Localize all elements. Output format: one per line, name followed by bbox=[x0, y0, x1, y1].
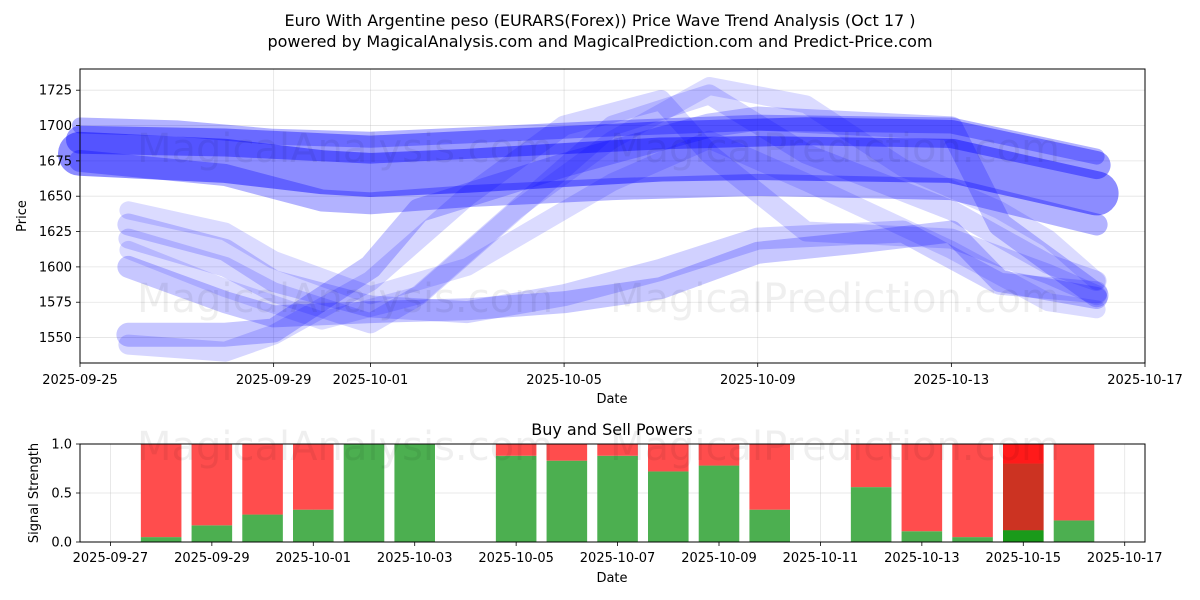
price-y-tick-label-1: 1575 bbox=[39, 296, 72, 311]
price-wave-series-8 bbox=[118, 90, 1107, 362]
price-wave-series-2 bbox=[69, 149, 1108, 236]
sell-bar-6 bbox=[495, 444, 537, 456]
signal-panel-border bbox=[79, 443, 1146, 543]
watermark-analysis-bottom: MagicalAnalysis.com bbox=[137, 424, 553, 470]
sell-bar-14 bbox=[952, 444, 993, 538]
price-y-tick-label-6: 1700 bbox=[39, 119, 72, 134]
sell-bar-2 bbox=[242, 444, 283, 515]
signal-y-axis-label: Signal Strength bbox=[27, 443, 42, 543]
price-wave-series-6 bbox=[117, 213, 1108, 324]
buy-bar-4 bbox=[343, 444, 385, 542]
price-x-tick-label-6: 2025-10-17 bbox=[1107, 373, 1183, 388]
signal-bars bbox=[140, 444, 1095, 542]
price-y-tick-label-5: 1675 bbox=[39, 154, 72, 169]
signal-x-tick-label-8: 2025-10-13 bbox=[884, 551, 960, 566]
signal-x-tick-label-6: 2025-10-09 bbox=[681, 551, 757, 566]
signal-x-tick-label-9: 2025-10-15 bbox=[986, 551, 1062, 566]
overlay-buy-bar bbox=[1003, 530, 1044, 542]
price-x-tick-label-2: 2025-10-01 bbox=[333, 373, 409, 388]
price-wave-series-9 bbox=[119, 130, 1106, 319]
buy-bar-11 bbox=[749, 509, 790, 542]
buy-bar-13 bbox=[901, 531, 943, 542]
buy-bar-1 bbox=[191, 525, 233, 542]
price-wave-series-1 bbox=[66, 117, 1111, 180]
sell-bar-16 bbox=[1053, 444, 1095, 521]
buy-bar-2 bbox=[242, 514, 283, 542]
price-axes: 2025-09-25 2025-09-29 2025-10-01 2025-10-05… bbox=[39, 84, 1183, 388]
signal-x-tick-label-10: 2025-10-17 bbox=[1087, 551, 1163, 566]
chart-title-line2: powered by MagicalAnalysis.com and Magic… bbox=[267, 32, 932, 51]
buy-bar-5 bbox=[394, 444, 435, 542]
price-series bbox=[58, 77, 1119, 362]
sell-bar-12 bbox=[850, 444, 892, 488]
sell-bar-10 bbox=[698, 444, 740, 466]
sell-bar-13 bbox=[901, 444, 943, 532]
price-panel-frame bbox=[80, 69, 1145, 363]
signal-y-tick-label-0: 0.0 bbox=[51, 536, 72, 551]
sell-bar-11 bbox=[749, 444, 790, 510]
signal-axes: 2025-09-27 2025-09-29 2025-10-01 2025-10-03… bbox=[51, 438, 1162, 567]
price-wave-series-7 bbox=[118, 84, 1107, 334]
sell-bar-0 bbox=[140, 444, 182, 538]
price-y-tick-label-4: 1650 bbox=[39, 190, 72, 205]
buy-bar-9 bbox=[648, 471, 689, 542]
watermark-analysis-top: MagicalAnalysis.com bbox=[137, 126, 553, 172]
signal-x-tick-label-4: 2025-10-05 bbox=[478, 551, 554, 566]
chart-title-line1: Euro With Argentine peso (EURARS(Forex))… bbox=[284, 11, 915, 30]
price-y-tick-label-3: 1625 bbox=[39, 225, 72, 240]
price-wave-series-5 bbox=[117, 220, 1108, 328]
watermark-analysis-mid: MagicalAnalysis.com bbox=[137, 276, 553, 322]
buy-bar-16 bbox=[1053, 520, 1095, 542]
price-y-axis-label: Price bbox=[15, 200, 30, 232]
sell-bar-9 bbox=[648, 444, 689, 472]
signal-x-axis-label: Date bbox=[596, 571, 627, 586]
signal-panel: Buy and Sell Powers MagicalAnalysis.com … bbox=[27, 420, 1162, 586]
signal-x-tick-label-2: 2025-10-01 bbox=[276, 551, 352, 566]
price-wave-series-4 bbox=[116, 106, 1109, 347]
signal-x-tick-label-0: 2025-09-27 bbox=[73, 551, 149, 566]
signal-panel-title: Buy and Sell Powers bbox=[531, 420, 693, 439]
price-x-tick-label-0: 2025-09-25 bbox=[42, 373, 118, 388]
signal-x-tick-label-3: 2025-10-03 bbox=[377, 551, 453, 566]
buy-bar-3 bbox=[293, 509, 334, 542]
signal-x-tick-label-1: 2025-09-29 bbox=[174, 551, 250, 566]
signal-y-tick-label-2: 1.0 bbox=[51, 438, 72, 453]
price-panel: MagicalAnalysis.com MagicalPrediction.co… bbox=[15, 68, 1183, 407]
buy-bar-7 bbox=[546, 460, 588, 542]
buy-bar-6 bbox=[495, 455, 537, 542]
signal-x-tick-label-5: 2025-10-07 bbox=[580, 551, 656, 566]
price-wave-series-0 bbox=[58, 131, 1119, 216]
price-wave-series-3 bbox=[72, 114, 1105, 165]
watermark-prediction-bottom: MagicalPrediction.com bbox=[610, 424, 1060, 470]
price-x-tick-label-3: 2025-10-05 bbox=[526, 373, 602, 388]
price-x-tick-label-4: 2025-10-09 bbox=[720, 373, 796, 388]
price-y-tick-label-7: 1725 bbox=[39, 84, 72, 99]
price-x-tick-label-5: 2025-10-13 bbox=[914, 373, 990, 388]
buy-bar-8 bbox=[597, 455, 638, 542]
overlay-sell-bar bbox=[1003, 444, 1044, 464]
sell-bar-3 bbox=[293, 444, 334, 510]
watermark-prediction-mid: MagicalPrediction.com bbox=[610, 276, 1060, 322]
price-panel-border bbox=[79, 68, 1146, 364]
sell-bar-8 bbox=[597, 444, 638, 456]
sell-bar-7 bbox=[546, 444, 588, 461]
signal-x-tick-label-7: 2025-10-11 bbox=[783, 551, 859, 566]
price-wave-series-10 bbox=[119, 77, 1106, 330]
overlay-mid-bar bbox=[1003, 463, 1044, 531]
price-grid bbox=[79, 69, 1146, 363]
sell-bar-1 bbox=[191, 444, 233, 526]
price-y-tick-label-0: 1550 bbox=[39, 331, 72, 346]
signal-y-tick-label-1: 0.5 bbox=[51, 487, 72, 502]
buy-bar-0 bbox=[140, 537, 182, 542]
watermark-prediction-top: MagicalPrediction.com bbox=[610, 126, 1060, 172]
price-x-tick-label-1: 2025-09-29 bbox=[236, 373, 312, 388]
buy-bar-12 bbox=[850, 487, 892, 542]
price-y-tick-label-2: 1600 bbox=[39, 260, 72, 275]
price-x-axis-label: Date bbox=[596, 392, 627, 407]
buy-bar-10 bbox=[698, 465, 740, 542]
buy-bar-14 bbox=[952, 537, 993, 542]
